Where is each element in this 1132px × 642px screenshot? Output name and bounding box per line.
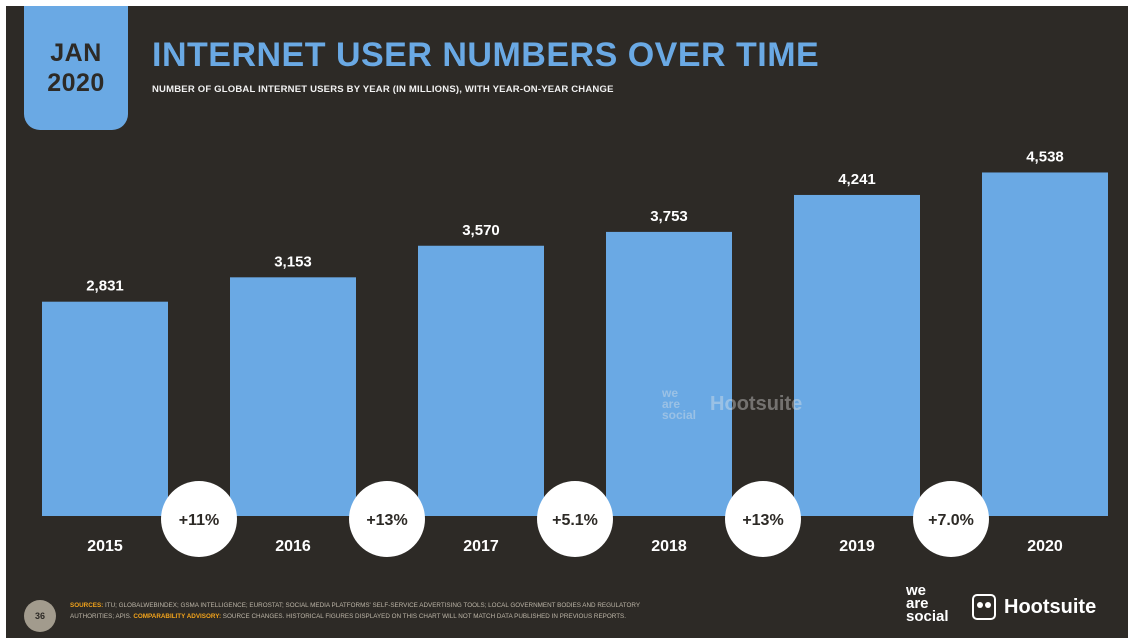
date-badge: JAN 2020	[24, 6, 128, 130]
value-label-2017: 3,570	[462, 222, 500, 239]
change-bubble-4	[725, 481, 801, 557]
chart-subtitle: NUMBER OF GLOBAL INTERNET USERS BY YEAR …	[152, 84, 614, 95]
footer-sources: SOURCES: ITU; GLOBALWEBINDEX; GSMA INTEL…	[70, 600, 860, 622]
date-year: 2020	[47, 69, 105, 97]
owl-icon	[972, 594, 996, 620]
bar-2015	[42, 301, 168, 516]
change-label-5: +7.0%	[928, 512, 974, 529]
change-label-3: +5.1%	[552, 512, 598, 529]
bar-2017	[418, 245, 544, 516]
category-label-2017: 2017	[463, 538, 499, 555]
value-label-2015: 2,831	[86, 278, 124, 295]
change-label-4: +13%	[742, 512, 783, 529]
value-label-2018: 3,753	[650, 208, 688, 225]
chart-title: INTERNET USER NUMBERS OVER TIME	[152, 36, 820, 74]
date-month: JAN	[50, 39, 102, 67]
bar-2019	[794, 194, 920, 516]
we-are-social-logo: we are social	[906, 582, 949, 625]
bar-2018	[606, 231, 732, 517]
page-number: 36	[24, 600, 56, 632]
category-label-2015: 2015	[87, 538, 123, 555]
category-label-2020: 2020	[1027, 538, 1063, 555]
report-slide: JAN 2020 INTERNET USER NUMBERS OVER TIME…	[6, 6, 1128, 638]
category-label-2019: 2019	[839, 538, 875, 555]
change-label-2: +13%	[366, 512, 407, 529]
change-bubble-2	[349, 481, 425, 557]
sources-text-2: AUTHORITIES; APIS.	[70, 613, 132, 620]
hootsuite-logo-text: Hootsuite	[1004, 595, 1097, 618]
watermark-we-are-social: we are social	[662, 386, 697, 422]
watermark: we are social Hootsuite	[662, 386, 803, 422]
change-bubble-5	[913, 481, 989, 557]
bar-2020	[982, 172, 1108, 517]
change-label-1: +11%	[179, 512, 219, 529]
watermark-hootsuite: Hootsuite	[710, 393, 803, 415]
advisory-label: COMPARABILITY ADVISORY:	[133, 613, 222, 620]
value-label-2016: 3,153	[274, 253, 312, 270]
value-label-2019: 4,241	[838, 171, 876, 188]
bar-chart: 2,831 2015 3,153 2016 3,570 2017 3,753 2018 4,24…	[42, 148, 1108, 557]
category-label-2016: 2016	[275, 538, 311, 555]
advisory-text: SOURCE CHANGES. HISTORICAL FIGURES DISPL…	[222, 613, 626, 620]
bar-2016	[230, 277, 356, 516]
sources-label: SOURCES:	[70, 602, 104, 609]
change-bubble-3	[537, 481, 613, 557]
hootsuite-logo: Hootsuite	[972, 594, 1096, 620]
sources-text: ITU; GLOBALWEBINDEX; GSMA INTELLIGENCE; …	[105, 602, 641, 609]
value-label-2020: 4,538	[1026, 148, 1064, 165]
change-bubble-1	[161, 481, 237, 557]
category-label-2018: 2018	[651, 538, 687, 555]
